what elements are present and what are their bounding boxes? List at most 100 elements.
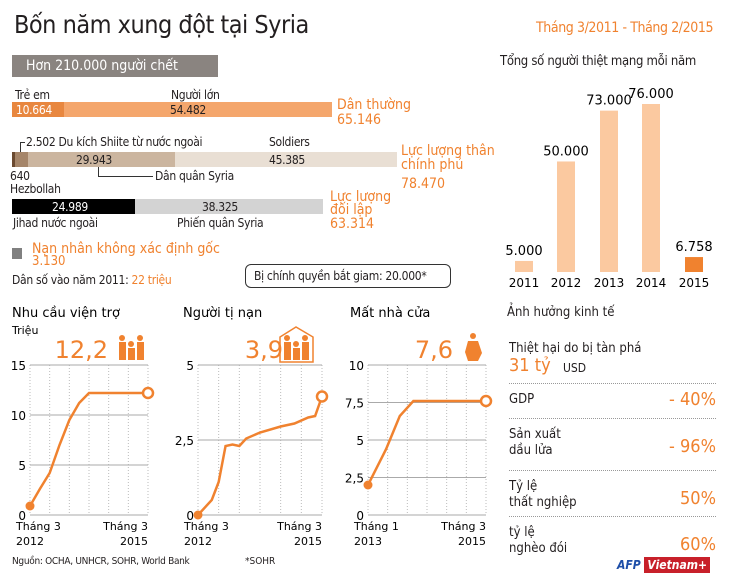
line-chart-title: Mất nhà cửa — [350, 306, 430, 321]
start-point — [25, 501, 35, 511]
source: Nguồn: OCHA, UNHCR, SOHR, World Bank — [12, 556, 190, 567]
y-tick-label: 0 — [356, 509, 364, 523]
x-start-label-month: Tháng 3 — [183, 520, 229, 533]
headline-value: 12,2 — [55, 336, 108, 364]
person-body — [293, 348, 300, 360]
adults-bar: 54.482 — [64, 102, 332, 117]
year-label: 2013 — [594, 276, 625, 290]
person-body — [137, 342, 144, 360]
unknown-value: 3.130 — [32, 254, 66, 269]
end-point — [141, 386, 155, 400]
x-end-label-month: Tháng 3 — [102, 520, 148, 533]
children-value: 10.664 — [16, 103, 52, 117]
start-point — [363, 480, 373, 490]
hezbollah-label: Hezbollah — [10, 182, 61, 196]
afp-logo: AFP — [617, 558, 641, 572]
line-chart-1: Nhu cầu viện trợ Triệu 12,2 0 5 10 15 Tháng 3 20… — [11, 306, 155, 548]
y-tick-label: 0 — [186, 509, 194, 523]
damage-value: 31 tỷ — [509, 355, 551, 376]
population-value: 22 triệu — [131, 273, 172, 287]
unknown-label: Nạn nhân không xác định gốc — [32, 241, 220, 257]
bar-value-label: 73.000 — [586, 94, 632, 109]
divider — [509, 418, 716, 419]
person-body — [119, 342, 126, 360]
end-point — [315, 390, 329, 403]
econ-row-label: Tỷ lệ — [509, 479, 538, 494]
opposition-label-2: đối lập — [330, 202, 373, 218]
house-outline — [279, 326, 314, 363]
sohr-note: *SOHR — [245, 556, 276, 567]
bar-2013 — [600, 110, 618, 272]
data-line — [366, 399, 486, 486]
econ-row-label-2: nghèo đói — [509, 541, 568, 556]
person-head — [293, 341, 299, 347]
bar-value-label: 76.000 — [628, 87, 674, 102]
date-range: Tháng 3/2011 - Tháng 2/2015 — [536, 20, 714, 36]
bar-2014 — [642, 104, 660, 272]
bar-2011 — [515, 260, 533, 272]
y-tick-label: 5 — [18, 459, 26, 473]
soldiers-label: Soldiers — [269, 135, 310, 149]
y-tick-label: 0 — [18, 509, 26, 523]
bar-value-label: 50.000 — [543, 144, 589, 159]
page-title: Bốn năm xung đột tại Syria — [14, 10, 309, 39]
damage-label: Thiệt hại do bị tàn phá — [509, 341, 642, 356]
economy-title: Ảnh hưởng kinh tế — [507, 305, 615, 320]
jihad-label: Jihad nước ngoài — [13, 216, 98, 230]
econ-row-value: 50% — [680, 488, 716, 509]
start-point — [193, 510, 203, 520]
y-tick-label: 10 — [11, 409, 26, 423]
y-tick-label: 2,5 — [175, 434, 194, 448]
opposition-label-1: Lực lượng — [330, 189, 392, 205]
x-end-label-year: 2015 — [458, 535, 486, 548]
family-icon — [119, 335, 144, 360]
population-label: Dân số vào năm 2011: — [12, 273, 132, 287]
refugee-mother-icon — [465, 333, 482, 361]
damage-unit: USD — [563, 361, 587, 375]
militia-label: Dân quân Syria — [155, 169, 234, 183]
pro-gov-total: 78.470 — [401, 176, 446, 192]
bar-2015 — [685, 257, 703, 272]
x-start-label-month: Tháng 3 — [15, 520, 61, 533]
line-chart-2: Người tị nạn 3,9 0 2,5 5 Tháng 3 2012 Tháng 3 20… — [175, 306, 329, 548]
children-bar: 10.664 — [12, 102, 64, 117]
person-head — [470, 333, 476, 339]
econ-row-label: tỷ lệ — [509, 525, 535, 540]
rebels-value: 38.325 — [202, 200, 238, 214]
y-tick-label: 7,5 — [345, 397, 364, 411]
pro-gov-label-1: Lực lượng thân — [401, 143, 495, 159]
civilians-label: Dân thường — [337, 97, 411, 113]
econ-row-label-2: thất nghiệp — [509, 495, 577, 510]
unknown-swatch — [12, 248, 22, 259]
x-end-label-month: Tháng 3 — [440, 520, 486, 533]
year-label: 2014 — [636, 276, 667, 290]
line-chart-3: Mất nhà cửa 7,6 0 2,5 5 7,5 10 Tháng 1 2013 Tháng… — [345, 306, 493, 548]
divider — [509, 516, 716, 517]
jihad-bar: 24.989 — [12, 199, 135, 214]
hezbollah-bar — [12, 152, 15, 167]
rebels-bar: 38.325 — [135, 199, 323, 214]
year-label: 2011 — [509, 276, 540, 290]
year-label: 2015 — [679, 276, 710, 290]
rebels-label: Phiến quân Syria — [177, 216, 264, 230]
y-tick-label: 5 — [186, 359, 194, 373]
person-head — [137, 335, 143, 341]
shiite-label: 2.502 Du kích Shiite từ nước ngoài — [26, 135, 203, 149]
pro-gov-label-2: chính phủ — [401, 157, 464, 173]
person-head — [284, 335, 290, 341]
x-start-label-year: 2012 — [16, 535, 44, 548]
econ-row-label: GDP — [509, 392, 535, 407]
line-chart-title: Người tị nạn — [183, 306, 262, 321]
x-end-label-year: 2015 — [120, 535, 148, 548]
opposition-total: 63.314 — [330, 216, 375, 232]
person-body — [128, 348, 135, 360]
x-start-label-year: 2013 — [354, 535, 382, 548]
person-body — [302, 342, 309, 360]
data-line — [28, 391, 148, 507]
person-body — [465, 341, 482, 361]
y-tick-label: 2,5 — [345, 472, 364, 486]
vietnamplus-logo: Vietnam+ — [644, 557, 711, 573]
y-unit-label: Triệu — [11, 324, 38, 337]
econ-row-value: 60% — [680, 534, 716, 555]
children-label: Trẻ em — [15, 88, 50, 102]
